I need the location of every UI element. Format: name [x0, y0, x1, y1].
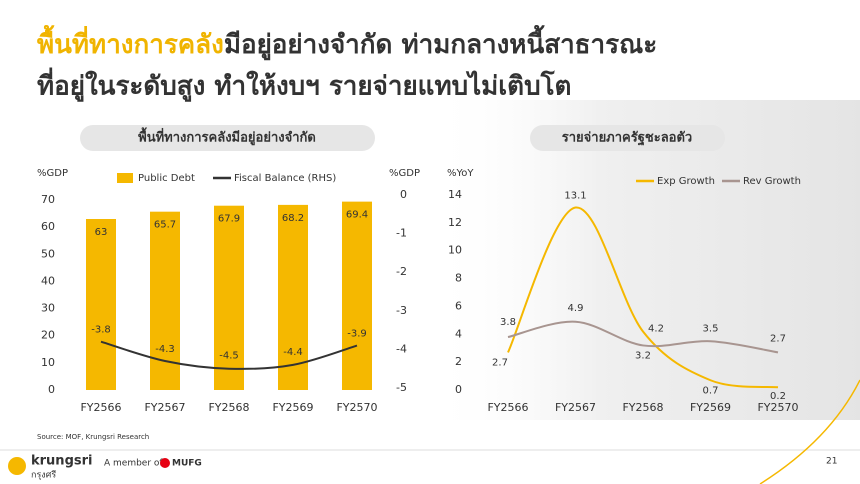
x-tick-label: FY2566	[80, 401, 121, 414]
data-label: 2.7	[770, 333, 786, 344]
logo: krungsri	[31, 454, 92, 469]
chart-title-pill	[80, 125, 375, 151]
y-tick-label: 30	[41, 302, 55, 315]
bar	[214, 205, 244, 390]
data-label: -3.9	[347, 329, 367, 340]
y-tick-label: 8	[455, 272, 462, 285]
line	[100, 340, 358, 370]
y-axis-label: %GDP	[37, 168, 68, 179]
y2-tick-label: -2	[396, 265, 407, 278]
data-label: 3.5	[703, 323, 719, 334]
logo-icon	[8, 457, 26, 475]
y-tick-label: 4	[455, 327, 462, 340]
line	[507, 320, 779, 354]
data-label: 67.9	[218, 214, 240, 225]
x-tick-label: FY2569	[272, 401, 313, 414]
legend-label: Exp Growth	[657, 176, 715, 187]
title: พื้นที่ทางการคลังมีอยู่อย่างจำกัด ท่ามกล…	[37, 24, 657, 61]
y-tick-label: 2	[455, 355, 462, 368]
decor-curve	[759, 379, 860, 484]
line	[507, 206, 779, 389]
y-tick-label: 14	[448, 188, 462, 201]
x-tick-label: FY2567	[144, 401, 185, 414]
x-tick-label: FY2570	[336, 401, 377, 414]
page-number: 21	[826, 457, 837, 467]
data-label: 65.7	[154, 220, 176, 231]
y2-tick-label: -1	[396, 227, 407, 240]
data-label: 4.2	[648, 324, 664, 335]
y-tick-label: 0	[455, 383, 462, 396]
chart-title-pill	[530, 125, 725, 151]
y-tick-label: 60	[41, 220, 55, 233]
source: Source: MOF, Krungsri Research	[37, 433, 149, 441]
legend-label: Public Debt	[138, 173, 195, 184]
bar	[342, 201, 372, 390]
title-highlight: พื้นที่ทางการคลัง	[37, 24, 224, 60]
x-tick-label: FY2566	[487, 401, 528, 414]
y-tick-label: 0	[48, 383, 55, 396]
member-text: A member of	[104, 459, 163, 469]
chart-title: รายจ่ายภาครัฐชะลอตัว	[562, 131, 692, 147]
logo-thai: กรุงศรี	[31, 470, 56, 481]
x-tick-label: FY2568	[208, 401, 249, 414]
data-label: 3.8	[500, 317, 516, 328]
y-tick-label: 40	[41, 274, 55, 287]
legend-swatch	[117, 173, 133, 183]
title-line2: ที่อยู่ในระดับสูง ทำให้งบฯ รายจ่ายแทบไม่…	[37, 67, 571, 103]
legend-label: Rev Growth	[743, 176, 801, 187]
x-tick-label: FY2568	[622, 401, 663, 414]
data-label: 4.9	[568, 303, 584, 314]
data-label: 3.2	[635, 350, 651, 361]
y2-tick-label: -3	[396, 304, 407, 317]
data-label: 69.4	[346, 210, 368, 221]
data-label: 0.7	[703, 385, 719, 396]
data-label: -3.8	[91, 325, 111, 336]
data-label: -4.3	[155, 344, 175, 355]
mufg-icon	[160, 458, 170, 468]
data-label: -4.4	[283, 347, 303, 358]
legend-label: Fiscal Balance (RHS)	[234, 173, 336, 184]
data-label: 63	[95, 227, 108, 238]
y-axis-label: %YoY	[447, 168, 474, 179]
y-tick-label: 10	[41, 356, 55, 369]
data-label: 0.2	[770, 391, 786, 402]
bar	[278, 204, 308, 390]
title-rest: มีอยู่อย่างจำกัด ท่ามกลางหนี้สาธารณะ	[224, 24, 657, 61]
mufg: MUFG	[172, 459, 202, 469]
y-tick-label: 6	[455, 299, 462, 312]
x-tick-label: FY2569	[690, 401, 731, 414]
x-tick-label: FY2567	[555, 401, 596, 414]
data-label: -4.5	[219, 351, 239, 362]
y-tick-label: 10	[448, 244, 462, 257]
y2-tick-label: -4	[396, 342, 407, 355]
y-tick-label: 20	[41, 329, 55, 342]
data-label: 13.1	[564, 191, 586, 202]
data-label: 2.7	[492, 357, 508, 368]
x-tick-label: FY2570	[757, 401, 798, 414]
y2-tick-label: -5	[396, 381, 407, 394]
y-tick-label: 50	[41, 247, 55, 260]
data-label: 68.2	[282, 213, 304, 224]
background-image	[430, 100, 860, 420]
y2-axis-label: %GDP	[389, 168, 420, 179]
bar	[86, 219, 116, 390]
y-tick-label: 70	[41, 193, 55, 206]
chart-title: พื้นที่ทางการคลังมีอยู่อย่างจำกัด	[138, 127, 316, 146]
y2-tick-label: 0	[400, 188, 407, 201]
y-tick-label: 12	[448, 216, 462, 229]
